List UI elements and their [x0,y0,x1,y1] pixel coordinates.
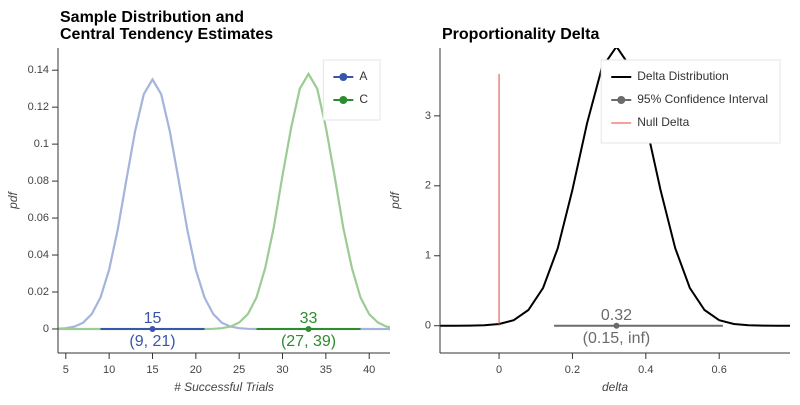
x-axis-label: delta [602,380,628,394]
plot-area [440,48,790,329]
chart-title: Proportionality Delta [442,26,599,43]
y-tick-label: 0.04 [28,249,49,261]
x-tick-label: 0.6 [712,364,727,376]
x-tick-label: 0.2 [565,364,580,376]
estimate-point [305,325,312,332]
y-tick-label: 1 [425,250,431,262]
y-axis-label: pdf [6,190,20,209]
estimate-label: 15 [144,310,162,327]
x-tick-label: 25 [233,364,245,376]
y-tick-label: 0.14 [28,64,49,76]
legend-dot [339,73,348,81]
estimate-point [149,325,156,332]
legend-label: Null Delta [637,115,689,129]
x-tick-label: 40 [363,364,375,376]
chart-title: Central Tendency Estimates [60,26,273,43]
x-tick-label: 35 [320,364,332,376]
y-tick-label: 0.08 [28,175,49,187]
plot-area [58,71,390,332]
x-tick-label: 10 [103,364,115,376]
interval-label: (9, 21) [129,333,175,350]
legend-dot [339,96,348,104]
legend-label: A [359,69,367,83]
x-axis-label: # Successful Trials [174,380,274,394]
y-tick-label: 0.12 [28,101,49,113]
x-tick-label: 30 [276,364,288,376]
estimate-label: 33 [300,310,318,327]
y-tick-label: 0 [425,320,431,332]
x-tick-label: 0.4 [638,364,653,376]
estimate-label: 0.32 [601,307,632,324]
y-tick-label: 0.1 [34,138,49,150]
y-tick-label: 2 [425,180,431,192]
estimate-point [613,322,620,329]
y-tick-label: 0 [43,323,49,335]
legend-label: 95% Confidence Interval [637,92,768,106]
chart-title: Sample Distribution and [60,9,244,26]
y-tick-label: 0.02 [28,286,49,298]
x-tick-label: 0 [496,364,502,376]
legend-dot [617,96,626,104]
legend-box [322,59,381,121]
x-tick-label: 20 [190,364,202,376]
y-tick-label: 3 [425,110,431,122]
x-tick-label: 15 [146,364,158,376]
legend-label: C [359,92,368,106]
x-tick-label: 5 [63,364,69,376]
interval-label: (27, 39) [281,333,336,350]
legend-box [600,59,781,144]
y-axis-label: pdf [388,190,402,209]
y-tick-label: 0.06 [28,212,49,224]
interval-label: (0.15, inf) [583,330,651,347]
legend-label: Delta Distribution [637,69,728,83]
